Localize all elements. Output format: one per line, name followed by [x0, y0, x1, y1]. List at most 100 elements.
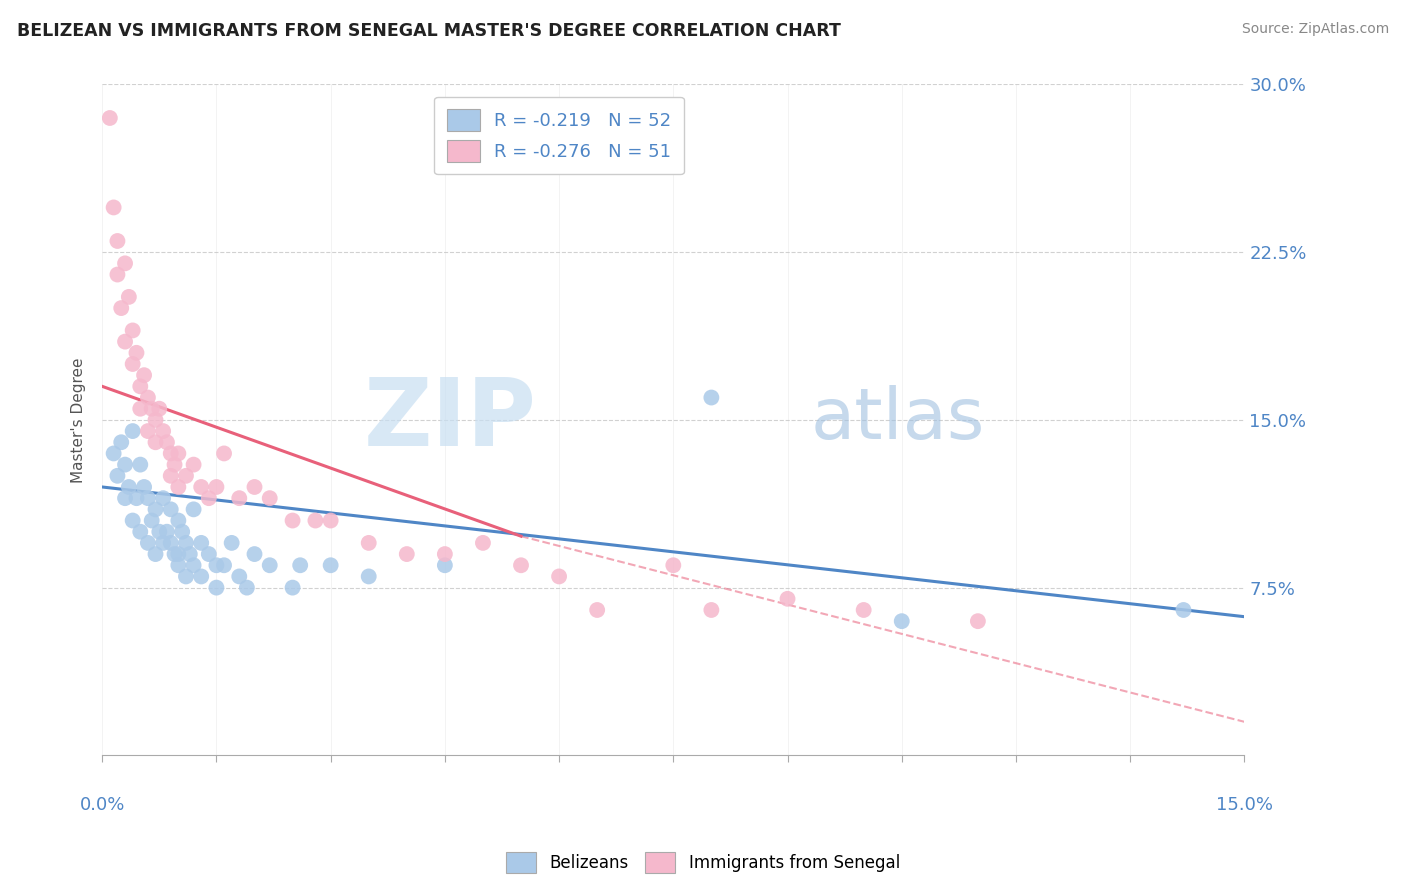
Point — [167, 446, 190, 460]
Point — [357, 536, 380, 550]
Point — [243, 547, 266, 561]
Point — [129, 458, 152, 472]
Point — [136, 424, 159, 438]
Point — [159, 502, 181, 516]
Point — [433, 547, 456, 561]
Legend: R = -0.219   N = 52, R = -0.276   N = 51: R = -0.219 N = 52, R = -0.276 N = 51 — [434, 97, 683, 174]
Point — [136, 491, 159, 505]
Point — [121, 357, 143, 371]
Point — [357, 569, 380, 583]
Point — [852, 603, 875, 617]
Text: ZIP: ZIP — [363, 374, 536, 466]
Point — [156, 524, 179, 539]
Legend: Belizeans, Immigrants from Senegal: Belizeans, Immigrants from Senegal — [499, 846, 907, 880]
Point — [145, 435, 167, 450]
Point — [114, 256, 136, 270]
Point — [510, 558, 533, 573]
Point — [700, 603, 723, 617]
Point — [103, 446, 125, 460]
Point — [110, 435, 132, 450]
Point — [433, 558, 456, 573]
Point — [190, 480, 212, 494]
Point — [125, 491, 148, 505]
Point — [121, 424, 143, 438]
Point — [586, 603, 609, 617]
Point — [167, 514, 190, 528]
Point — [179, 547, 201, 561]
Point — [152, 536, 174, 550]
Point — [228, 491, 250, 505]
Point — [183, 502, 205, 516]
Point — [290, 558, 312, 573]
Point — [205, 558, 228, 573]
Point — [281, 514, 304, 528]
Point — [198, 491, 221, 505]
Point — [136, 536, 159, 550]
Point — [174, 569, 197, 583]
Point — [118, 290, 141, 304]
Point — [110, 301, 132, 315]
Point — [319, 558, 342, 573]
Point — [145, 413, 167, 427]
Point — [190, 569, 212, 583]
Point — [174, 468, 197, 483]
Point — [212, 558, 235, 573]
Point — [228, 569, 250, 583]
Point — [103, 201, 125, 215]
Point — [107, 234, 129, 248]
Text: 15.0%: 15.0% — [1216, 796, 1272, 814]
Point — [174, 536, 197, 550]
Point — [236, 581, 259, 595]
Point — [129, 379, 152, 393]
Point — [118, 480, 141, 494]
Text: BELIZEAN VS IMMIGRANTS FROM SENEGAL MASTER'S DEGREE CORRELATION CHART: BELIZEAN VS IMMIGRANTS FROM SENEGAL MAST… — [17, 22, 841, 40]
Point — [114, 458, 136, 472]
Point — [163, 547, 186, 561]
Point — [114, 491, 136, 505]
Point — [890, 614, 912, 628]
Text: Source: ZipAtlas.com: Source: ZipAtlas.com — [1241, 22, 1389, 37]
Point — [395, 547, 418, 561]
Point — [259, 491, 281, 505]
Point — [198, 547, 221, 561]
Text: atlas: atlas — [810, 385, 984, 454]
Point — [107, 468, 129, 483]
Point — [967, 614, 990, 628]
Point — [141, 401, 163, 416]
Point — [471, 536, 494, 550]
Point — [1173, 603, 1195, 617]
Point — [129, 401, 152, 416]
Point — [159, 446, 181, 460]
Point — [156, 435, 179, 450]
Point — [776, 591, 799, 606]
Point — [129, 524, 152, 539]
Point — [152, 424, 174, 438]
Point — [548, 569, 571, 583]
Point — [243, 480, 266, 494]
Point — [183, 458, 205, 472]
Point — [205, 581, 228, 595]
Text: 0.0%: 0.0% — [80, 796, 125, 814]
Point — [205, 480, 228, 494]
Y-axis label: Master's Degree: Master's Degree — [72, 357, 86, 483]
Point — [163, 458, 186, 472]
Point — [212, 446, 235, 460]
Point — [319, 514, 342, 528]
Point — [190, 536, 212, 550]
Point — [259, 558, 281, 573]
Point — [152, 491, 174, 505]
Point — [145, 502, 167, 516]
Point — [121, 514, 143, 528]
Point — [159, 468, 181, 483]
Point — [141, 514, 163, 528]
Point — [167, 547, 190, 561]
Point — [148, 524, 170, 539]
Point — [304, 514, 326, 528]
Point — [121, 323, 143, 337]
Point — [125, 346, 148, 360]
Point — [136, 391, 159, 405]
Point — [114, 334, 136, 349]
Point — [107, 268, 129, 282]
Point — [221, 536, 243, 550]
Point — [700, 391, 723, 405]
